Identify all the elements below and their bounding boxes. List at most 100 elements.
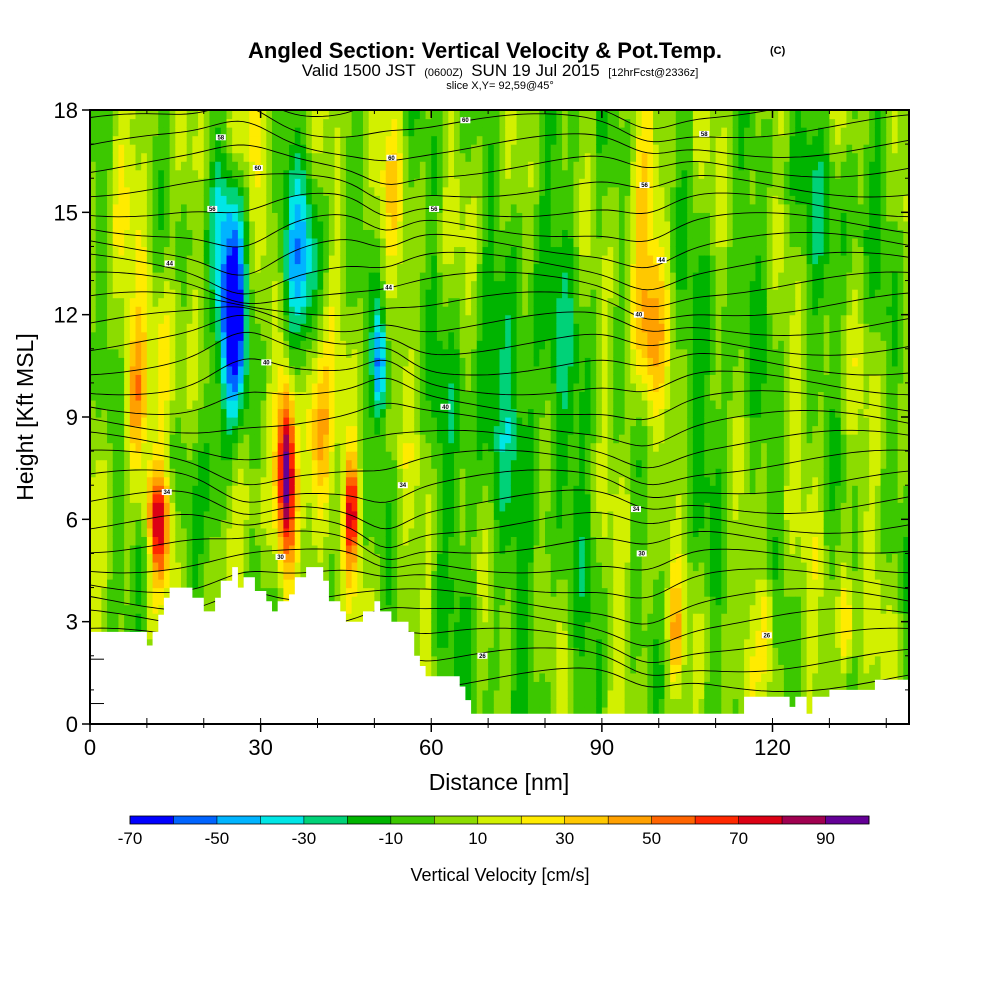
- field-cell: [90, 263, 97, 273]
- field-cell: [363, 357, 370, 367]
- field-cell: [459, 647, 466, 657]
- field-cell: [459, 220, 466, 230]
- field-cell: [277, 425, 284, 435]
- field-cell: [345, 220, 353, 230]
- field-cell: [220, 127, 228, 137]
- field-cell: [408, 127, 415, 137]
- field-cell: [283, 502, 290, 512]
- field-cell: [482, 596, 489, 606]
- field-cell: [436, 613, 444, 623]
- field-cell: [226, 135, 233, 145]
- field-cell: [385, 365, 393, 375]
- field-cell: [425, 331, 432, 341]
- field-cell: [158, 425, 165, 435]
- field-cell: [323, 127, 330, 137]
- field-cell: [118, 254, 125, 265]
- field-cell: [323, 348, 330, 358]
- field-cell: [294, 519, 302, 529]
- field-cell: [459, 169, 466, 179]
- field-cell: [368, 263, 375, 273]
- field-cell: [232, 237, 239, 248]
- field-cell: [408, 587, 415, 597]
- field-cell: [380, 596, 387, 606]
- field-cell: [129, 340, 137, 350]
- field-cell: [306, 331, 313, 341]
- field-cell: [414, 357, 421, 367]
- field-cell: [101, 561, 108, 572]
- field-cell: [431, 118, 438, 128]
- field-cell: [181, 451, 188, 461]
- field-cell: [129, 502, 137, 512]
- field-cell: [266, 468, 273, 478]
- field-cell: [391, 399, 398, 410]
- field-cell: [249, 297, 256, 307]
- field-cell: [135, 272, 142, 282]
- field-cell: [95, 510, 102, 520]
- field-cell: [442, 519, 449, 529]
- field-cell: [254, 502, 262, 512]
- field-cell: [408, 169, 415, 179]
- field-cell: [254, 195, 262, 205]
- field-cell: [300, 314, 307, 324]
- field-cell: [323, 374, 330, 384]
- field-cell: [306, 306, 313, 316]
- field-cell: [266, 510, 273, 520]
- field-cell: [454, 579, 461, 589]
- field-cell: [272, 579, 279, 589]
- field-cell: [431, 434, 438, 444]
- field-cell: [465, 374, 472, 384]
- field-cell: [351, 297, 358, 307]
- field-cell: [220, 527, 228, 537]
- field-cell: [397, 152, 404, 162]
- field-cell: [414, 195, 421, 205]
- field-cell: [476, 340, 484, 350]
- field-cell: [391, 357, 398, 367]
- field-cell: [107, 178, 114, 188]
- field-cell: [345, 519, 353, 529]
- field-cell: [351, 237, 358, 248]
- field-cell: [237, 374, 245, 384]
- field-cell: [345, 382, 353, 393]
- field-cell: [294, 459, 302, 469]
- subtitle-valid: Valid 1500 JST: [302, 61, 416, 80]
- field-cell: [90, 442, 97, 452]
- field-cell: [465, 135, 472, 145]
- field-cell: [402, 391, 410, 401]
- field-cell: [471, 237, 478, 248]
- field-cell: [254, 331, 262, 341]
- field-cell: [198, 408, 205, 418]
- field-cell: [101, 570, 108, 580]
- field-cell: [272, 382, 279, 393]
- field-cell: [402, 442, 410, 452]
- field-cell: [380, 408, 387, 418]
- field-cell: [448, 323, 455, 333]
- field-cell: [368, 237, 375, 248]
- field-cell: [95, 587, 102, 597]
- field-cell: [334, 425, 341, 435]
- field-cell: [374, 229, 381, 239]
- field-cell: [454, 331, 461, 341]
- field-cell: [425, 118, 432, 128]
- field-cell: [351, 314, 358, 324]
- field-cell: [135, 161, 142, 171]
- field-cell: [203, 127, 211, 137]
- field-cell: [419, 647, 427, 657]
- field-cell: [283, 493, 290, 503]
- field-cell: [345, 459, 353, 469]
- field-cell: [385, 297, 393, 307]
- field-cell: [454, 391, 461, 401]
- field-cell: [294, 493, 302, 503]
- field-cell: [192, 169, 199, 179]
- field-cell: [95, 476, 102, 486]
- field-cell: [215, 348, 222, 358]
- field-cell: [215, 536, 222, 546]
- field-cell: [431, 323, 438, 333]
- field-cell: [289, 417, 296, 427]
- field-cell: [334, 161, 341, 171]
- field-cell: [249, 357, 256, 367]
- field-cell: [363, 331, 370, 341]
- field-cell: [448, 647, 455, 657]
- field-cell: [158, 220, 165, 230]
- field-cell: [425, 638, 432, 648]
- field-cell: [158, 434, 165, 444]
